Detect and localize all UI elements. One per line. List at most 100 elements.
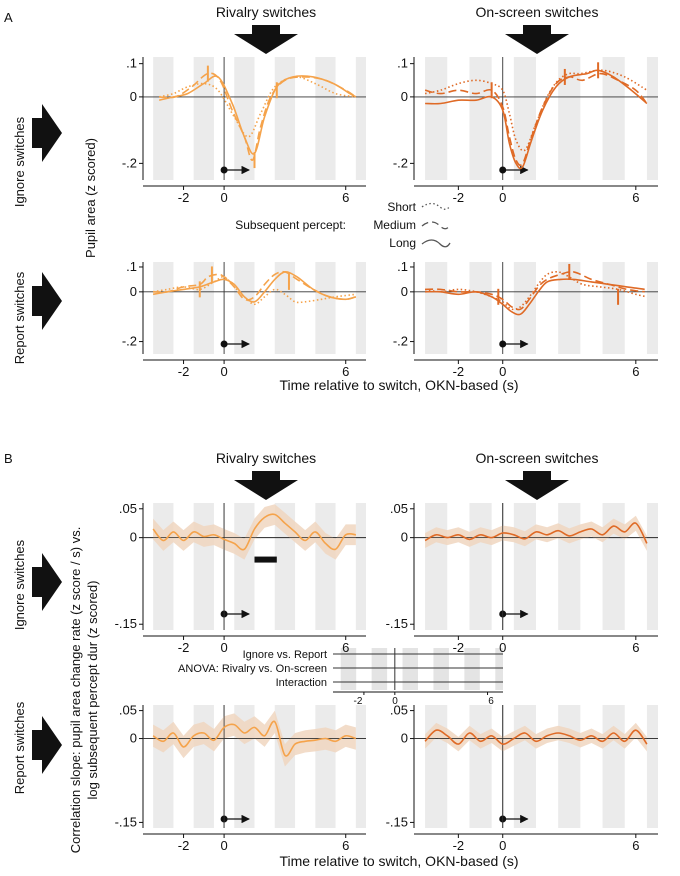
time-stripe (646, 705, 658, 828)
y-tick-label: 0 (401, 731, 408, 746)
time-stripe (153, 705, 174, 828)
slope-line (424, 729, 648, 745)
time-stripe (513, 57, 536, 180)
time-stripe (513, 262, 536, 354)
slope-line (424, 522, 648, 544)
x-tick-label: -2 (453, 640, 465, 655)
legend-medium-swatch (421, 221, 451, 230)
col-title-rivalry-b: Rivalry switches (216, 450, 316, 466)
time-stripe (153, 503, 174, 630)
y-tick-label: -.15 (386, 616, 408, 631)
time-stripe (646, 503, 658, 630)
x-tick-label: 0 (499, 364, 506, 379)
series-line-short (159, 76, 357, 138)
legend-long-swatch (421, 239, 451, 248)
slope-line (152, 720, 357, 757)
time-stripe (315, 705, 336, 828)
series-line-long (425, 69, 648, 170)
chart-panel: .05 0 -.15 -2 0 6 (115, 703, 366, 853)
y-axis-label-b-line1: Correlation slope: pupil area change rat… (68, 527, 83, 854)
time-stripe (274, 57, 296, 180)
y-tick-label: -.15 (386, 814, 408, 829)
x-tick-label: 6 (632, 838, 639, 853)
time-stripe (558, 503, 581, 630)
inset-stripe (340, 648, 357, 690)
stats-inset: Ignore vs. Report ANOVA: Rivalry vs. On-… (178, 648, 503, 707)
x-axis-label-a: Time relative to switch, OKN-based (s) (279, 377, 518, 393)
inset-stripe (495, 648, 503, 690)
y-tick-label: .1 (397, 259, 408, 274)
time-stripe (602, 57, 625, 180)
time-stripe (646, 262, 658, 354)
col-title-onscreen-a: On-screen switches (476, 4, 599, 20)
legend-short-label: Short (387, 200, 416, 214)
time-stripe (274, 262, 296, 354)
row-label-ignore-a: Ignore switches (12, 116, 27, 207)
y-tick-label: 0 (130, 731, 137, 746)
series-line-long (425, 278, 645, 316)
down-arrow-icon (234, 471, 298, 500)
col-title-onscreen-b: On-screen switches (476, 450, 599, 466)
y-tick-label: .05 (390, 501, 408, 516)
time-stripe (558, 705, 581, 828)
y-tick-label: .05 (119, 703, 137, 718)
y-axis-label-a: Pupil area (z scored) (83, 138, 98, 258)
down-arrow-icon (234, 25, 298, 54)
inset-stripe (402, 648, 418, 690)
panel-label-a: A (4, 10, 13, 25)
y-tick-label: -.15 (115, 814, 137, 829)
y-tick-label: -.2 (393, 334, 408, 349)
time-stripe (425, 57, 448, 180)
stats-tick-label: 6 (488, 696, 494, 707)
row-label-ignore-b: Ignore switches (12, 539, 27, 630)
legend-medium-label: Medium (373, 218, 416, 232)
time-stripe (193, 503, 214, 630)
y-tick-label: 0 (130, 89, 137, 104)
chart-panel: .1 0 -.2 -2 0 6 (122, 56, 366, 205)
y-tick-label: .1 (397, 56, 408, 71)
stats-label-interaction: Interaction (276, 677, 327, 689)
row-label-report-a: Report switches (12, 271, 27, 364)
series-line-medium (425, 270, 645, 311)
time-stripe (469, 503, 492, 630)
time-stripe (513, 503, 536, 630)
time-stripe (355, 262, 366, 354)
chart-panel: .05 0 -.15 -2 0 6 (386, 501, 658, 655)
x-tick-label: 6 (632, 190, 639, 205)
stats-tick-label: -2 (354, 696, 363, 707)
stats-label-anova: ANOVA: Rivalry vs. On-screen (178, 663, 327, 675)
time-stripe (558, 262, 581, 354)
panel-label-b: B (4, 451, 13, 466)
x-tick-label: -2 (453, 364, 465, 379)
x-tick-label: 0 (220, 364, 227, 379)
x-tick-label: 0 (499, 640, 506, 655)
series-line-medium (424, 72, 648, 167)
time-stripe (355, 503, 366, 630)
time-stripe (315, 262, 336, 354)
x-tick-label: 6 (342, 190, 349, 205)
time-stripe (234, 262, 255, 354)
time-stripe (425, 503, 448, 630)
x-tick-label: -2 (453, 838, 465, 853)
time-stripe (646, 57, 658, 180)
y-tick-label: 0 (401, 89, 408, 104)
x-tick-label: 0 (499, 838, 506, 853)
time-stripe (355, 705, 366, 828)
slope-line (152, 513, 356, 551)
y-tick-label: 0 (130, 284, 137, 299)
x-tick-label: -2 (178, 640, 190, 655)
legend-long-label: Long (389, 236, 416, 250)
inset-stripe (464, 648, 480, 690)
chart-panel: .1 0 -.2 -2 0 6 (122, 259, 366, 379)
time-stripe (355, 57, 366, 180)
x-tick-label: -2 (453, 190, 465, 205)
stats-label-ignore-vs-report: Ignore vs. Report (243, 649, 327, 661)
x-axis-label-b: Time relative to switch, OKN-based (s) (279, 853, 518, 869)
x-tick-label: 0 (499, 190, 506, 205)
x-tick-label: 6 (342, 640, 349, 655)
significance-bar (254, 556, 277, 563)
time-stripe (558, 57, 581, 180)
x-tick-label: 6 (342, 838, 349, 853)
x-tick-label: 0 (220, 838, 227, 853)
